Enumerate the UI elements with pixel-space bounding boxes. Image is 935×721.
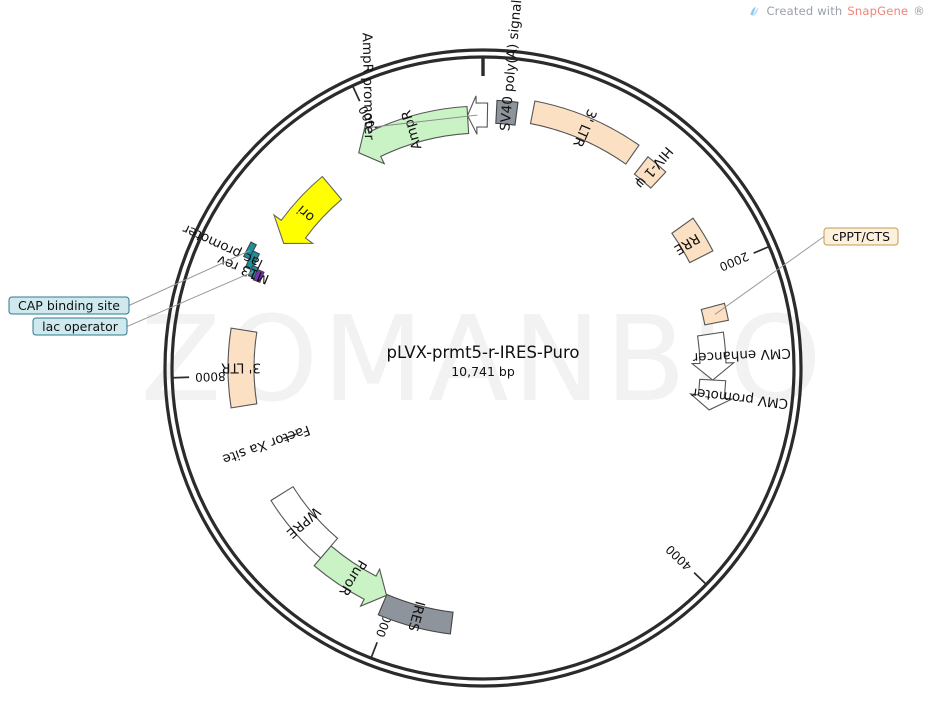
tick-label: 8000 xyxy=(195,369,226,384)
feature-shape[interactable] xyxy=(671,217,714,264)
feature-shape[interactable] xyxy=(282,433,297,440)
tick-mark xyxy=(753,246,769,254)
feature-shape[interactable] xyxy=(466,95,489,135)
feature-shape[interactable] xyxy=(690,331,736,381)
tick-mark xyxy=(352,86,361,102)
feature-shape[interactable] xyxy=(633,156,667,189)
feature-shape[interactable] xyxy=(377,593,454,635)
callout-label: cPPT/CTS xyxy=(832,229,890,244)
tick-mark xyxy=(370,641,378,658)
feature-callout[interactable]: cPPT/CTS xyxy=(714,227,899,315)
feature-shape[interactable] xyxy=(272,175,343,245)
page-title: pLVX-prmt5-r-IRES-Puro xyxy=(386,343,579,362)
tick-mark xyxy=(693,571,707,585)
tick-mark xyxy=(173,376,190,379)
feature-label: IRES xyxy=(404,599,427,633)
tick-label: 2000 xyxy=(717,249,751,274)
feature-label: AmpR promoter xyxy=(359,32,377,140)
plasmid-backbone xyxy=(163,48,803,688)
plasmid-center-text: pLVX-prmt5-r-IRES-Puro 10,741 bp xyxy=(386,343,579,379)
feature-callout[interactable]: lac operator xyxy=(32,271,254,336)
credit-suffix: ® xyxy=(913,4,925,18)
snapgene-logo-icon xyxy=(748,5,761,18)
feature-shape[interactable] xyxy=(270,485,339,559)
feature-shape[interactable] xyxy=(529,100,640,165)
callout-box[interactable] xyxy=(32,317,128,336)
feature-shape[interactable] xyxy=(688,378,734,411)
feature-shape[interactable] xyxy=(313,545,388,608)
snapgene-credit: Created with SnapGene ® xyxy=(748,4,925,18)
tick-label: 4000 xyxy=(663,542,695,573)
feature-label: Factor Xa site xyxy=(220,421,312,467)
feature-shapes xyxy=(227,95,736,635)
callout-box[interactable] xyxy=(8,296,130,315)
callout-box[interactable] xyxy=(823,227,899,246)
leader-line xyxy=(364,114,478,129)
callout-label: CAP binding site xyxy=(18,298,120,313)
feature-shape[interactable] xyxy=(243,241,258,260)
plasmid-size: 10,741 bp xyxy=(451,364,515,379)
snapgene-brand: SnapGene xyxy=(847,4,909,18)
credit-prefix: Created with xyxy=(766,4,843,18)
feature-shape[interactable] xyxy=(227,327,258,409)
feature-label: SV40 poly(A) signal xyxy=(497,0,525,132)
feature-callout[interactable]: CAP binding site xyxy=(8,250,251,315)
feature-callouts: cPPT/CTS lac operator CAP binding site xyxy=(8,227,899,336)
feature-shape[interactable] xyxy=(495,99,519,126)
feature-label: CMV enhancer xyxy=(692,345,791,366)
feature-shape[interactable] xyxy=(358,105,470,165)
callout-label: lac operator xyxy=(42,319,119,334)
feature-shape[interactable] xyxy=(247,264,259,279)
feature-label: 3' LTR xyxy=(221,360,261,376)
